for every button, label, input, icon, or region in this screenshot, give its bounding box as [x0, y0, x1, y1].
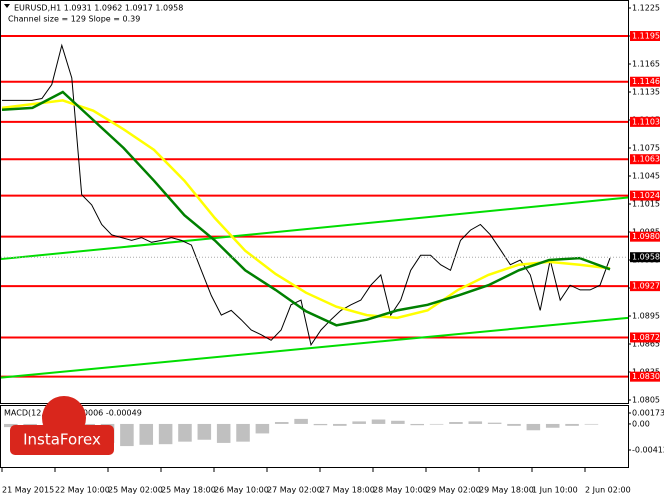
macd-bar: [4, 423, 18, 428]
macd-bar: [255, 423, 270, 434]
macd-bar: [487, 422, 502, 424]
level-box: [630, 281, 660, 292]
logo-text: InstaForex: [23, 431, 101, 449]
logo: InstaForex: [10, 396, 114, 455]
macd-bar: [565, 423, 579, 426]
macd-bar: [139, 423, 154, 445]
x-tick-label: 2 Jun 02:00: [585, 486, 631, 495]
level-label: 1.0830: [632, 372, 660, 381]
y-tick-label: 1.1075: [632, 144, 660, 153]
level-label: 1.1146: [632, 77, 660, 86]
y-tick-label: 1.1135: [632, 88, 660, 97]
level-label: 1.1063: [632, 155, 660, 164]
macd-bar: [178, 423, 192, 442]
macd-bar: [391, 420, 405, 424]
level-label: 1.0980: [632, 232, 660, 241]
macd-bar: [236, 423, 250, 442]
macd-bar: [410, 423, 424, 426]
level-label: 1.1024: [632, 191, 660, 200]
menu-arrow: [4, 4, 10, 8]
logo-box: [10, 425, 114, 455]
x-tick-label: 26 May 10:00: [214, 486, 269, 495]
level-label: 1.0927: [632, 282, 660, 291]
y-tick-label: 1.1165: [632, 60, 660, 69]
x-tick-label: 27 May 18:00: [320, 486, 375, 495]
macd-bar: [216, 423, 231, 443]
trendline: [0, 196, 629, 261]
macd-tick-label: 0.00: [632, 419, 650, 428]
macd-bar: [584, 423, 599, 425]
macd-bar: [333, 423, 347, 426]
macd-bar: [158, 423, 173, 445]
level-box: [630, 231, 660, 242]
symbol-line: EURUSD,H1 1.0931 1.0962 1.0917 1.0958: [14, 4, 183, 13]
current-price-box: [630, 252, 660, 263]
y-tick-label: 1.0865: [632, 340, 660, 349]
moving-average: [1, 99, 611, 320]
trendline: [0, 316, 629, 379]
macd-bar: [197, 423, 212, 440]
x-tick-label: 29 May 02:00: [426, 486, 481, 495]
x-tick-label: 25 May 18:00: [161, 486, 216, 495]
current-price-label: 1.0958: [632, 253, 660, 262]
macd-bar: [352, 421, 366, 424]
macd-bar: [526, 423, 541, 431]
x-tick-label: 27 May 02:00: [267, 486, 322, 495]
macd-tick-label: -0.00412: [632, 446, 664, 455]
price-line: [2, 43, 611, 347]
channel-info: Channel size = 129 Slope = 0.39: [8, 15, 140, 24]
x-tick-label: 1 Jun 10:00: [532, 486, 578, 495]
level-box: [630, 332, 660, 343]
x-tick-label: 21 May 2015: [2, 486, 54, 495]
level-box: [630, 31, 660, 41]
y-tick-label: 1.0805: [632, 396, 660, 405]
level-label: 1.1103: [632, 117, 660, 126]
x-tick-label: 29 May 18:00: [479, 486, 534, 495]
macd-bar: [371, 419, 386, 424]
macd-bar: [294, 418, 308, 424]
y-tick-label: 1.1225: [632, 4, 660, 13]
level-box: [630, 154, 660, 165]
level-box: [630, 190, 660, 201]
y-tick-label: 1.1015: [632, 200, 660, 209]
macd-panel: [0, 405, 629, 468]
macd-bar: [274, 422, 289, 424]
macd-bar: [313, 423, 328, 426]
level-box: [630, 116, 660, 127]
level-label: 1.1195: [632, 32, 660, 41]
macd-bar: [545, 423, 560, 428]
x-tick-label: 25 May 02:00: [108, 486, 163, 495]
moving-average: [1, 90, 611, 327]
macd-bar: [449, 422, 463, 424]
x-tick-label: 22 May 10:00: [55, 486, 110, 495]
level-box: [630, 76, 660, 87]
macd-tick-label: 0.00173: [632, 409, 664, 418]
main-panel: [0, 0, 629, 404]
y-tick-label: 1.1045: [632, 172, 660, 181]
macd-bar: [429, 423, 444, 425]
x-tick-label: 28 May 10:00: [373, 486, 428, 495]
level-label: 1.0872: [632, 333, 660, 342]
level-box: [630, 371, 660, 382]
macd-bar: [120, 423, 134, 447]
macd-bar: [468, 421, 483, 424]
macd-bar: [507, 423, 521, 426]
y-tick-label: 1.0895: [632, 312, 660, 321]
